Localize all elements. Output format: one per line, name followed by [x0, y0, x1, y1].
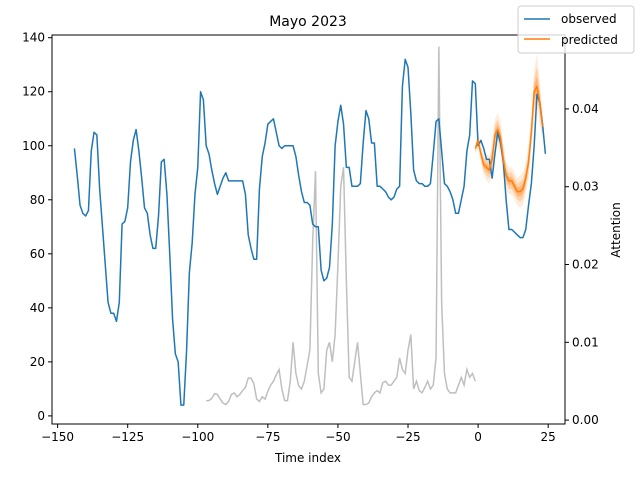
x-tick-label: −25: [395, 430, 420, 444]
legend-box: [517, 5, 635, 54]
legend-label-predicted: predicted: [561, 33, 618, 47]
prediction-band-1: [475, 66, 543, 202]
series-line-predicted: [474, 85, 544, 193]
x-tick-label: −100: [181, 430, 214, 444]
prediction-band-0: [475, 53, 543, 208]
x-tick-label: 25: [541, 430, 556, 444]
x-axis: −150 −125 −100 −75 −50 −25 0 25: [41, 424, 556, 444]
x-axis-label: Time index: [274, 451, 341, 465]
y2-tick-label: 0.02: [572, 258, 599, 272]
plot-frame: [51, 34, 566, 425]
y-tick-label: 80: [30, 193, 45, 207]
legend-label-observed: observed: [561, 12, 617, 26]
series-layer: [73, 46, 547, 406]
legend: observed predicted: [517, 5, 635, 54]
y-tick-label: 0: [37, 409, 45, 423]
y2-tick-label: 0.04: [572, 102, 599, 116]
y2-tick-label: 0.00: [572, 413, 599, 427]
y-tick-label: 140: [22, 31, 45, 45]
series-line-observed: [73, 58, 547, 406]
x-tick-label: −150: [41, 430, 74, 444]
y-tick-label: 60: [30, 247, 45, 261]
y-axis-right: 0.00 0.01 0.02 0.03 0.04: [565, 102, 599, 427]
y-tick-label: 120: [22, 85, 45, 99]
y-axis-left: 0 20 40 60 80 100 120 140: [22, 31, 52, 423]
y2-tick-label: 0.03: [572, 180, 599, 194]
x-tick-label: −125: [111, 430, 144, 444]
chart-title: Mayo 2023: [269, 14, 347, 30]
y2-tick-label: 0.01: [572, 335, 599, 349]
y-tick-label: 100: [22, 139, 45, 153]
x-tick-label: −50: [325, 430, 350, 444]
x-tick-label: −75: [255, 430, 280, 444]
y-tick-label: 20: [30, 355, 45, 369]
y2-axis-label: Attention: [609, 202, 623, 257]
series-line-attention: [206, 46, 477, 406]
y-tick-label: 40: [30, 301, 45, 315]
x-tick-label: 0: [474, 430, 482, 444]
